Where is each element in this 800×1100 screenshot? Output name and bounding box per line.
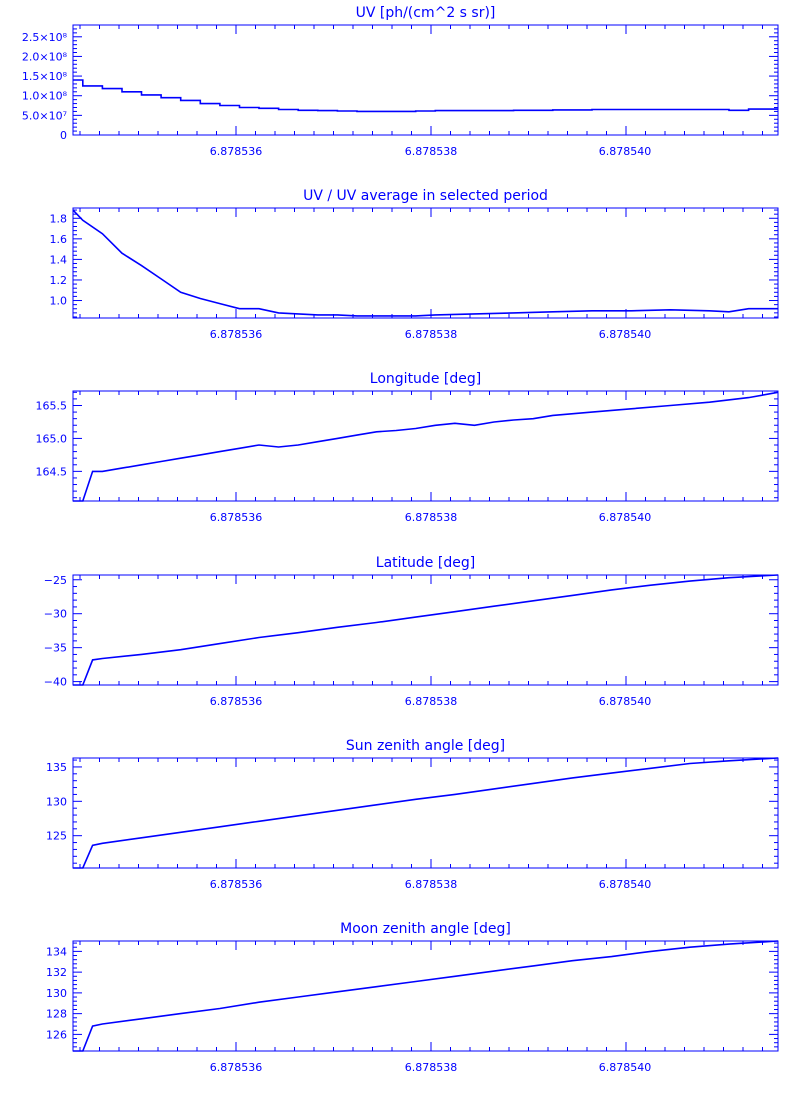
chart-title: Moon zenith angle [deg]: [340, 921, 511, 937]
y-tick-label: 134: [46, 945, 67, 958]
series-line: [73, 79, 778, 113]
chart-panel-6: Moon zenith angle [deg] 6.878536 6.878538 6…: [46, 921, 779, 1074]
y-tick-label: −25: [44, 574, 67, 587]
y-tick-label: −35: [44, 642, 67, 655]
y-tick-label: 165.5: [36, 399, 68, 412]
plot-frame: [72, 390, 779, 502]
x-tick-label: 6.878536: [210, 695, 263, 708]
series-line: [73, 391, 779, 502]
chart-panel-1: UV [ph/(cm^2 s sr)] 6.878536 6.878538 6.878…: [22, 5, 779, 158]
series-line: [72, 209, 778, 317]
y-tick-label: 135: [46, 761, 67, 774]
chart-panel-4: Latitude [deg] 6.878536 6.878538 6.878540 −4…: [44, 555, 779, 708]
y-tick-label: 5.0×10⁷: [22, 109, 67, 122]
y-tick-label: 126: [46, 1028, 67, 1041]
x-tick-label: 6.878538: [405, 1061, 458, 1074]
y-tick-label: 1.2: [50, 274, 68, 287]
x-tick-label: 6.878540: [599, 511, 652, 524]
plot-frame: [72, 940, 779, 1052]
plot-frame: [72, 757, 779, 869]
series-line: [73, 757, 779, 869]
x-tick-label: 6.878538: [405, 328, 458, 341]
plot-frame: [72, 24, 779, 136]
x-tick-label: 6.878536: [210, 878, 263, 891]
chart-panel-5: Sun zenith angle [deg] 6.878536 6.878538 6.…: [46, 738, 779, 891]
plot-frame: [72, 207, 779, 319]
series-line: [73, 574, 779, 686]
y-tick-label: 128: [46, 1008, 67, 1021]
chart-title: Longitude [deg]: [370, 371, 481, 387]
y-tick-label: 125: [46, 830, 67, 843]
series-line: [73, 940, 779, 1052]
x-tick-label: 6.878540: [599, 878, 652, 891]
chart-title: UV [ph/(cm^2 s sr)]: [356, 5, 496, 21]
chart-title: Sun zenith angle [deg]: [346, 738, 505, 754]
x-tick-label: 6.878536: [210, 1061, 263, 1074]
chart-title: Latitude [deg]: [376, 555, 475, 571]
y-tick-label: 1.0: [50, 295, 68, 308]
x-tick-label: 6.878536: [210, 145, 263, 158]
x-tick-label: 6.878536: [210, 328, 263, 341]
x-tick-label: 6.878540: [599, 695, 652, 708]
x-tick-label: 6.878540: [599, 328, 652, 341]
y-tick-label: 130: [46, 795, 67, 808]
x-tick-label: 6.878538: [405, 511, 458, 524]
chart-panel-2: UV / UV average in selected period 6.8785…: [50, 188, 779, 341]
y-tick-label: 2.5×10⁸: [22, 31, 68, 44]
y-tick-label: 165.0: [36, 432, 68, 445]
x-tick-label: 6.878538: [405, 695, 458, 708]
y-tick-label: 2.0×10⁸: [22, 50, 68, 63]
chart-title: UV / UV average in selected period: [303, 188, 548, 204]
x-tick-label: 6.878538: [405, 878, 458, 891]
x-tick-label: 6.878540: [599, 145, 652, 158]
y-tick-label: 1.6: [50, 233, 68, 246]
y-tick-label: −40: [44, 676, 67, 689]
y-tick-label: 1.5×10⁸: [22, 70, 68, 83]
y-tick-label: 1.8: [50, 212, 68, 225]
y-tick-label: 1.0×10⁸: [22, 90, 68, 103]
y-tick-label: 1.4: [50, 253, 68, 266]
x-tick-label: 6.878540: [599, 1061, 652, 1074]
x-tick-label: 6.878536: [210, 511, 263, 524]
y-tick-label: 0: [60, 129, 67, 142]
y-tick-label: 164.5: [36, 465, 68, 478]
plot-frame: [72, 574, 779, 686]
chart-panel-3: Longitude [deg] 6.878536 6.878538 6.878540 1…: [36, 371, 779, 524]
y-tick-label: 130: [46, 987, 67, 1000]
y-tick-label: −30: [44, 608, 67, 621]
x-tick-label: 6.878538: [405, 145, 458, 158]
y-tick-label: 132: [46, 966, 67, 979]
